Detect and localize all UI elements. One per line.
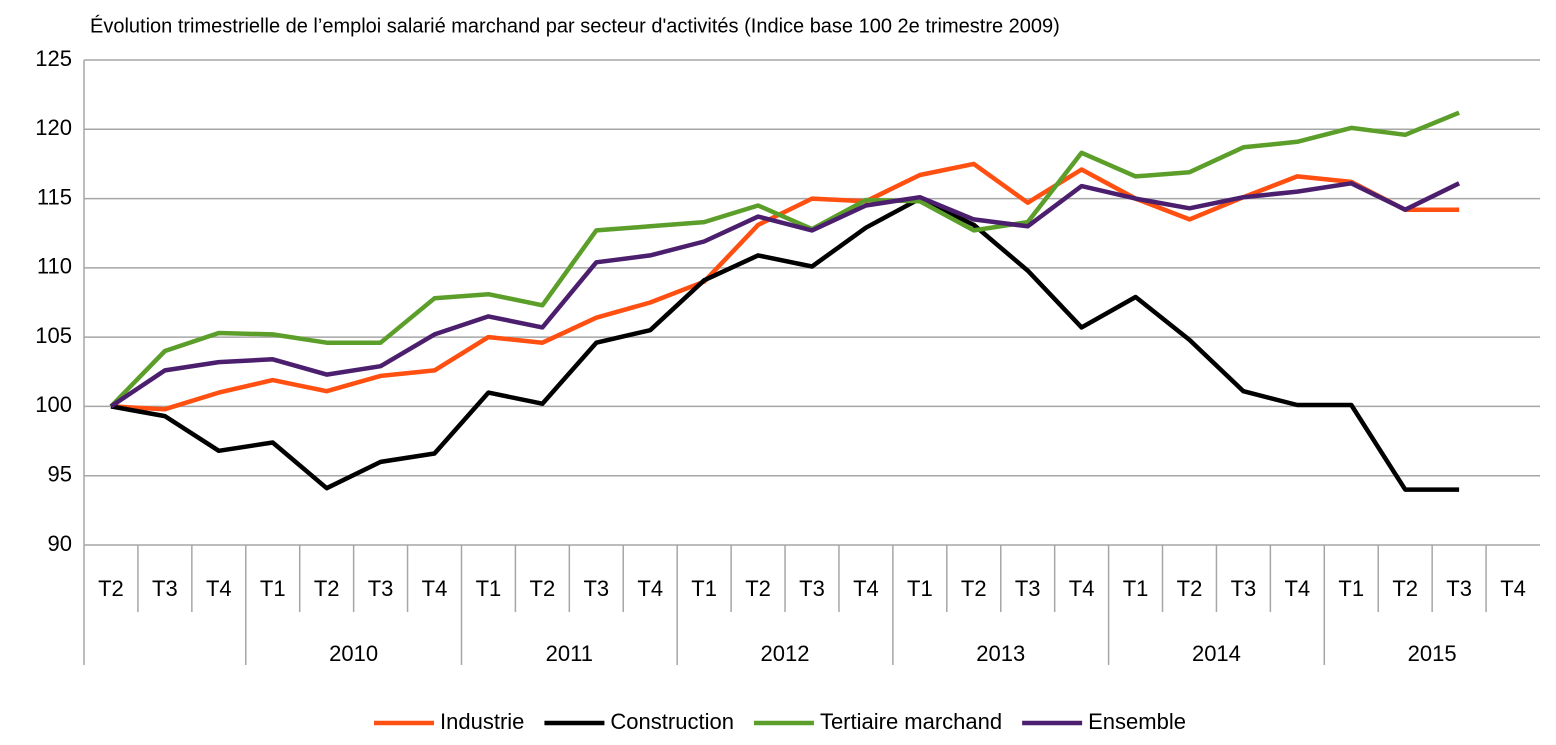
y-tick-label: 120	[35, 115, 72, 140]
y-tick-label: 115	[37, 184, 72, 209]
x-tick-label: T3	[152, 576, 178, 601]
x-tick-label: T1	[260, 576, 286, 601]
year-label: 2011	[546, 641, 593, 666]
y-tick-label: 110	[37, 254, 72, 279]
x-tick-label: T4	[1069, 576, 1095, 601]
y-tick-label: 95	[48, 462, 72, 487]
series-line	[110, 196, 1460, 492]
year-label: 2014	[1192, 641, 1241, 666]
x-tick-label: T1	[476, 576, 502, 601]
y-tick-label: 105	[35, 323, 72, 348]
y-tick-label: 90	[48, 531, 72, 556]
x-tick-label: T3	[583, 576, 609, 601]
x-tick-label: T4	[853, 576, 879, 601]
year-label: 2015	[1408, 641, 1457, 666]
x-tick-label: T4	[206, 576, 232, 601]
x-tick-label: T2	[961, 576, 987, 601]
y-tick-label: 100	[35, 392, 72, 417]
series-line	[109, 110, 1460, 408]
x-tick-label: T2	[314, 576, 340, 601]
x-tick-label: T3	[799, 576, 825, 601]
chart-title: Évolution trimestrielle de l’emploi sala…	[90, 14, 1060, 37]
legend-label: Construction	[610, 709, 734, 734]
legend-label: Tertiaire marchand	[820, 709, 1002, 734]
x-tick-label: T4	[1500, 576, 1526, 601]
legend-label: Industrie	[440, 709, 524, 734]
x-tick-label: T1	[1338, 576, 1364, 601]
year-label: 2013	[976, 641, 1025, 666]
x-tick-label: T1	[907, 576, 933, 601]
year-label: 2012	[761, 641, 810, 666]
x-tick-label: T2	[1392, 576, 1418, 601]
x-tick-label: T1	[691, 576, 717, 601]
y-tick-label: 125	[35, 46, 72, 71]
x-tick-label: T3	[1446, 576, 1472, 601]
x-tick-label: T4	[1284, 576, 1310, 601]
x-tick-label: T1	[1123, 576, 1149, 601]
year-label: 2010	[329, 641, 378, 666]
x-tick-label: T3	[1015, 576, 1041, 601]
x-tick-label: T4	[637, 576, 663, 601]
x-tick-label: T2	[530, 576, 556, 601]
x-tick-label: T2	[98, 576, 124, 601]
x-tick-label: T3	[368, 576, 394, 601]
x-tick-label: T2	[745, 576, 771, 601]
x-tick-label: T3	[1231, 576, 1257, 601]
series-line	[109, 181, 1461, 409]
legend-label: Ensemble	[1088, 709, 1186, 734]
x-tick-label: T2	[1177, 576, 1203, 601]
x-tick-label: T4	[422, 576, 448, 601]
